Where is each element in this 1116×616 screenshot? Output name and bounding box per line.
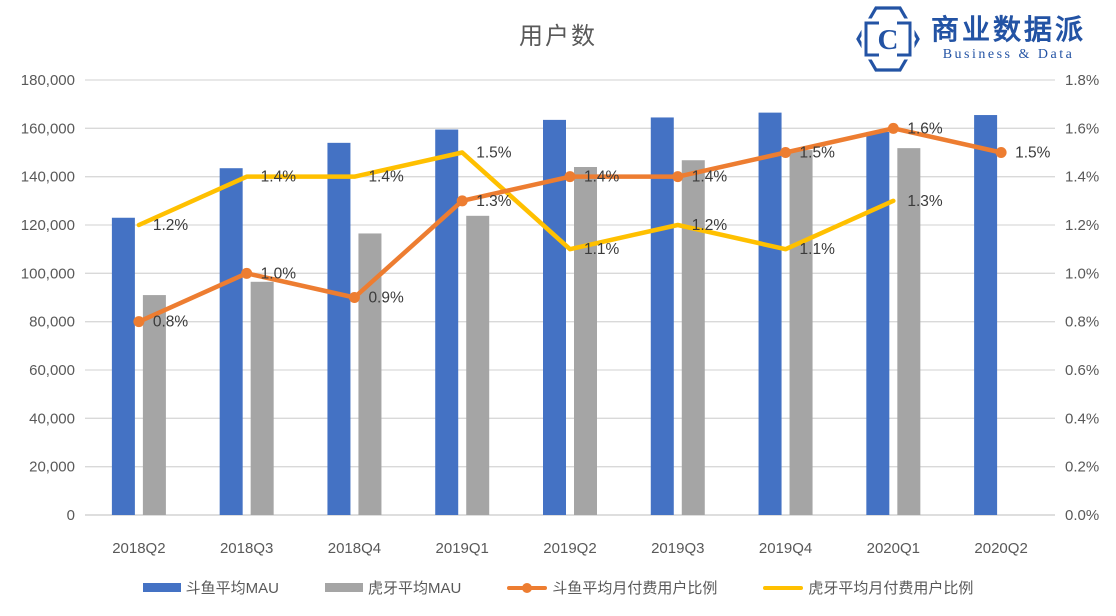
data-label: 1.6% bbox=[907, 120, 943, 137]
left-axis-tick: 40,000 bbox=[29, 410, 75, 427]
legend-label-huya-paying-ratio: 虎牙平均月付费用户比例 bbox=[808, 580, 974, 597]
bar-douyu bbox=[435, 129, 459, 515]
right-axis-tick: 1.0% bbox=[1065, 265, 1099, 282]
data-label: 0.8% bbox=[153, 314, 189, 331]
x-axis-label: 2019Q2 bbox=[543, 540, 596, 557]
bar-huya bbox=[574, 167, 597, 515]
data-label: 1.5% bbox=[1015, 145, 1051, 162]
right-axis-tick: 0.6% bbox=[1065, 362, 1099, 379]
data-label: 1.4% bbox=[261, 169, 297, 186]
left-axis-tick: 0 bbox=[67, 507, 75, 524]
line-marker-icon bbox=[564, 171, 576, 183]
bar-douyu bbox=[327, 142, 351, 516]
legend-swatch-huya-line-icon bbox=[763, 585, 804, 590]
data-label: 1.1% bbox=[584, 241, 620, 258]
data-label: 1.4% bbox=[368, 169, 404, 186]
legend-label-douyu-mau: 斗鱼平均MAU bbox=[185, 580, 279, 597]
data-label: 1.3% bbox=[907, 193, 943, 210]
left-axis-tick: 120,000 bbox=[21, 217, 75, 234]
line-marker-icon bbox=[348, 292, 360, 303]
left-axis-tick: 60,000 bbox=[29, 362, 75, 379]
chart-title: 用户数 bbox=[519, 23, 597, 50]
left-axis-tick: 140,000 bbox=[21, 169, 75, 186]
bar-douyu bbox=[111, 217, 135, 515]
right-axis-tick: 1.4% bbox=[1065, 169, 1099, 186]
bar-douyu bbox=[866, 131, 890, 516]
chart-legend: 斗鱼平均MAU 虎牙平均MAU 斗鱼平均月付费用户比例 虎牙平均月付费用户比例 bbox=[0, 577, 1116, 598]
trend-line bbox=[136, 150, 896, 252]
line-marker-icon bbox=[456, 195, 468, 207]
right-axis-tick: 0.8% bbox=[1065, 314, 1099, 331]
bar-douyu bbox=[650, 117, 674, 515]
line-marker-icon bbox=[672, 171, 684, 183]
bar-huya bbox=[250, 281, 274, 515]
logo-monogram: C bbox=[878, 24, 899, 56]
x-axis-label: 2019Q4 bbox=[759, 540, 812, 557]
bar-huya bbox=[897, 148, 921, 515]
line-marker-icon bbox=[780, 147, 792, 158]
bar-douyu bbox=[543, 119, 566, 515]
data-label: 1.4% bbox=[692, 169, 728, 186]
x-axis-label: 2018Q3 bbox=[220, 540, 273, 557]
legend-item-douyu-paying-ratio: 斗鱼平均月付费用户比例 bbox=[507, 577, 717, 598]
brand-text: 商业数据派 Business & Data bbox=[930, 13, 1086, 64]
logo-hexagon-icon: C bbox=[856, 6, 920, 72]
data-label: 1.5% bbox=[476, 145, 512, 162]
legend-item-huya-mau: 虎牙平均MAU bbox=[324, 577, 462, 598]
x-axis-label: 2018Q2 bbox=[112, 540, 165, 557]
legend-swatch-huya-bar-icon bbox=[324, 583, 363, 592]
legend-label-huya-mau: 虎牙平均MAU bbox=[367, 580, 462, 597]
legend-label-douyu-paying-ratio: 斗鱼平均月付费用户比例 bbox=[552, 580, 718, 597]
left-axis-tick: 100,000 bbox=[21, 265, 75, 282]
line-marker-icon bbox=[887, 122, 899, 134]
data-label: 1.2% bbox=[153, 217, 189, 234]
bar-huya bbox=[681, 160, 705, 515]
data-label: 1.3% bbox=[476, 193, 512, 210]
x-axis-label: 2020Q1 bbox=[867, 540, 920, 557]
line-marker-icon bbox=[995, 147, 1007, 158]
data-label: 1.1% bbox=[800, 241, 836, 258]
brand-name-en: Business & Data bbox=[942, 47, 1075, 63]
data-label: 1.5% bbox=[800, 145, 836, 162]
data-label: 1.2% bbox=[692, 217, 728, 234]
left-axis-tick: 180,000 bbox=[21, 72, 75, 89]
legend-swatch-douyu-line-icon bbox=[507, 582, 548, 593]
x-axis-label: 2020Q2 bbox=[974, 540, 1027, 557]
right-axis-tick: 0.4% bbox=[1065, 410, 1099, 427]
line-marker-icon bbox=[133, 316, 145, 328]
left-axis-tick: 80,000 bbox=[29, 314, 75, 331]
x-axis-label: 2018Q4 bbox=[328, 540, 381, 557]
legend-swatch-douyu-bar-icon bbox=[142, 583, 181, 592]
left-axis-tick: 20,000 bbox=[29, 459, 75, 476]
right-axis-tick: 1.6% bbox=[1065, 120, 1099, 137]
brand-logo: C 商业数据派 Business & Data bbox=[855, 4, 1086, 74]
bar-huya bbox=[789, 150, 813, 516]
data-label: 0.9% bbox=[368, 290, 404, 307]
legend-item-huya-paying-ratio: 虎牙平均月付费用户比例 bbox=[763, 577, 973, 598]
right-axis-tick: 0.0% bbox=[1065, 507, 1099, 524]
x-axis-label: 2019Q3 bbox=[651, 540, 704, 557]
bar-douyu bbox=[974, 115, 998, 516]
data-label: 1.4% bbox=[584, 169, 620, 186]
right-axis-tick: 1.2% bbox=[1065, 217, 1099, 234]
bar-douyu bbox=[219, 168, 243, 516]
bar-huya bbox=[466, 215, 490, 516]
legend-item-douyu-mau: 斗鱼平均MAU bbox=[142, 577, 279, 598]
bar-huya bbox=[358, 233, 382, 516]
brand-name-cn: 商业数据派 bbox=[930, 13, 1086, 45]
data-label: 1.0% bbox=[261, 265, 297, 282]
left-axis-tick: 160,000 bbox=[21, 120, 75, 137]
x-axis-label: 2019Q1 bbox=[436, 540, 489, 557]
right-axis-tick: 1.8% bbox=[1065, 72, 1099, 89]
line-marker-icon bbox=[241, 267, 253, 279]
bar-huya bbox=[142, 295, 166, 515]
right-axis-tick: 0.2% bbox=[1065, 459, 1099, 476]
bar-douyu bbox=[758, 112, 782, 515]
